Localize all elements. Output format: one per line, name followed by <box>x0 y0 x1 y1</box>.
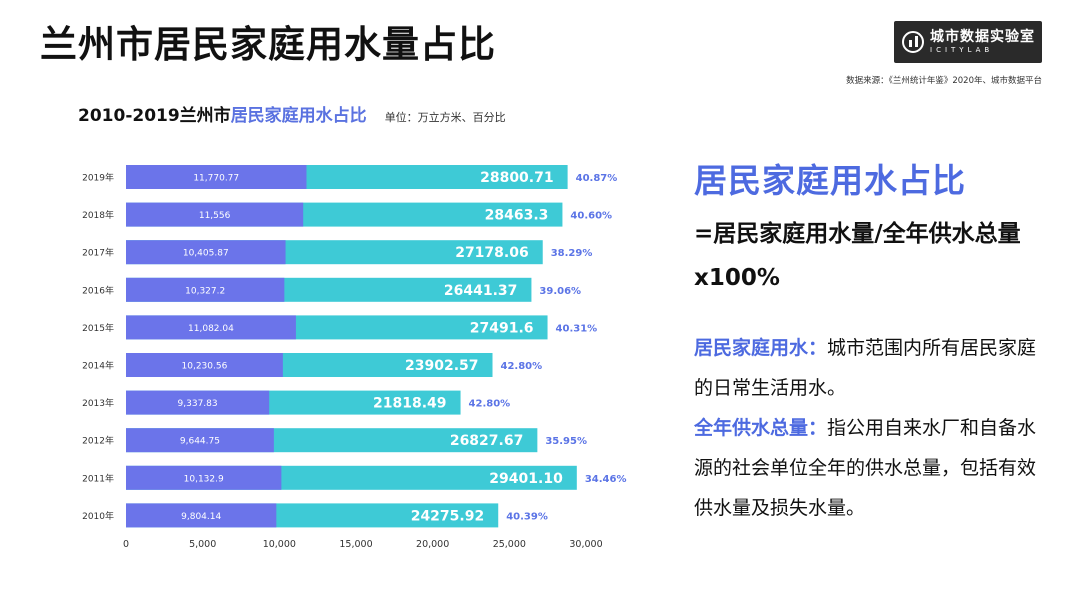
x-tick-label: 15,000 <box>339 539 372 550</box>
bar-household <box>126 277 285 302</box>
definition-total: 全年供水总量：指公用自来水厂和自备水源的社会单位全年的供水总量，包括有效供水量及… <box>694 408 1039 528</box>
category-label: 2015年 <box>82 322 114 334</box>
definition-household-term: 居民家庭用水： <box>694 337 828 359</box>
category-label: 2012年 <box>82 435 114 447</box>
data-label-percent: 35.95% <box>545 436 587 447</box>
category-label: 2018年 <box>82 209 114 221</box>
definition-total-term: 全年供水总量： <box>694 417 828 439</box>
data-label-percent: 39.06% <box>539 286 581 297</box>
data-label-total: 29401.10 <box>489 471 563 487</box>
data-label-total: 26827.67 <box>450 433 524 449</box>
bar-household <box>126 240 286 265</box>
category-label: 2016年 <box>82 284 114 296</box>
data-label-percent: 40.39% <box>506 511 548 522</box>
bar-chart: 2019年 11,770.77 28800.71 40.87% 2018年 11,556 2… <box>82 165 627 550</box>
data-label-household: 10,132.9 <box>184 474 224 484</box>
chart-title-prefix: 2010-2019兰州市 <box>78 106 231 126</box>
logo-name-en: ICITYLAB <box>930 46 994 54</box>
chart-unit: 单位：万立方米、百分比 <box>384 111 506 124</box>
data-label-household: 9,337.83 <box>178 399 218 409</box>
data-label-household: 10,230.56 <box>182 362 228 372</box>
logo-name: 城市数据实验室 <box>930 29 1035 45</box>
definition-household-text: 城市范围内所有居民家庭的日常生活用水。 <box>694 337 1037 399</box>
data-label-percent: 42.80% <box>469 399 511 410</box>
category-label: 2019年 <box>82 172 114 184</box>
data-label-total: 27491.6 <box>470 320 534 336</box>
category-label: 2017年 <box>82 247 114 259</box>
data-label-household: 10,405.87 <box>183 249 229 259</box>
data-label-percent: 40.87% <box>576 173 618 184</box>
category-label: 2010年 <box>82 510 114 522</box>
data-label-percent: 40.31% <box>556 323 598 334</box>
logo-icon <box>902 31 924 53</box>
data-label-percent: 42.80% <box>501 361 543 372</box>
chart-title: 2010-2019兰州市居民家庭用水占比 单位：万立方米、百分比 <box>78 101 506 126</box>
data-label-percent: 40.60% <box>570 211 612 222</box>
x-tick-label: 25,000 <box>493 539 526 550</box>
page-title: 兰州市居民家庭用水量占比 <box>40 23 496 66</box>
bar-household <box>126 165 307 189</box>
data-label-household: 9,804.14 <box>181 512 221 522</box>
category-label: 2014年 <box>82 360 114 372</box>
x-tick-label: 30,000 <box>569 539 602 550</box>
data-label-total: 23902.57 <box>405 358 479 374</box>
data-label-total: 26441.37 <box>444 283 518 299</box>
formula: =居民家庭用水量/全年供水总量x100% <box>694 221 1021 291</box>
bar-household <box>126 390 270 415</box>
definition-total-text: 指公用自来水厂和自备水源的社会单位全年的供水总量，包括有效供水量及损失水量。 <box>694 417 1037 519</box>
bar-household <box>126 202 304 227</box>
bar-household <box>126 503 277 528</box>
logo: 城市数据实验室 ICITYLAB <box>894 21 1042 63</box>
data-label-percent: 38.29% <box>551 248 593 259</box>
category-label: 2011年 <box>82 472 114 484</box>
x-tick-label: 10,000 <box>263 539 296 550</box>
data-label-total: 21818.49 <box>373 396 447 412</box>
data-source: 数据来源：《兰州统计年鉴》2020年、城市数据平台 <box>846 76 1042 86</box>
bar-household <box>126 353 283 377</box>
bar-household <box>126 315 296 340</box>
data-label-total: 28463.3 <box>485 208 549 224</box>
x-tick-label: 20,000 <box>416 539 449 550</box>
chart-title-highlight: 居民家庭用水占比 <box>230 106 367 126</box>
data-label-household: 11,770.77 <box>193 174 239 184</box>
data-label-household: 11,082.04 <box>188 324 234 334</box>
definitions: 居民家庭用水：城市范围内所有居民家庭的日常生活用水。 全年供水总量：指公用自来水… <box>694 328 1039 528</box>
data-label-total: 28800.71 <box>480 170 554 186</box>
category-label: 2013年 <box>82 397 114 409</box>
data-label-household: 9,644.75 <box>180 437 220 447</box>
definition-household: 居民家庭用水：城市范围内所有居民家庭的日常生活用水。 <box>694 328 1039 408</box>
data-label-household: 10,327.2 <box>185 286 225 296</box>
bar-household <box>126 465 282 490</box>
x-tick-label: 0 <box>123 539 129 550</box>
side-title: 居民家庭用水占比 <box>694 161 966 200</box>
data-label-total: 27178.06 <box>455 245 529 261</box>
data-label-total: 24275.92 <box>411 508 485 524</box>
x-tick-label: 5,000 <box>189 539 216 550</box>
data-label-household: 11,556 <box>199 211 231 221</box>
bar-household <box>126 428 274 453</box>
data-label-percent: 34.46% <box>585 474 627 485</box>
